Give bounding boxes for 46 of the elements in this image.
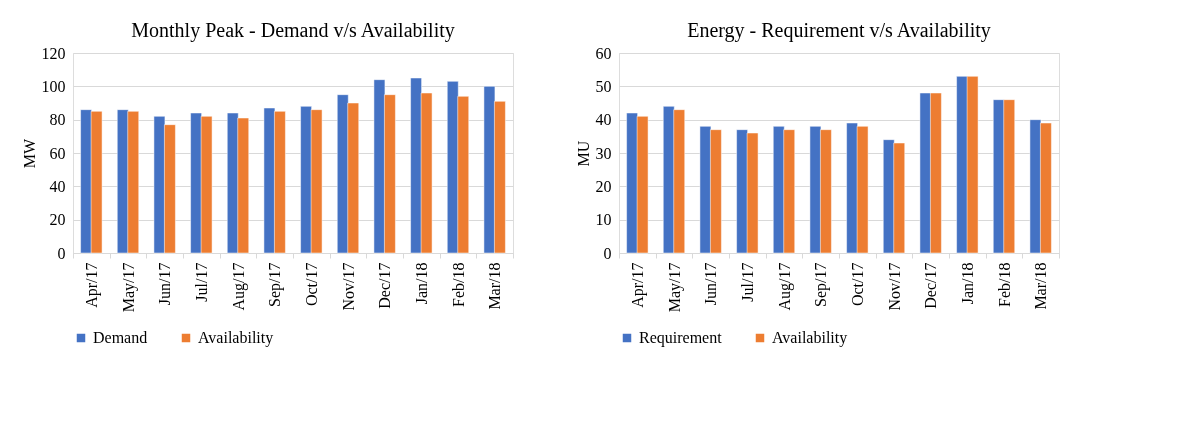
y-tick-label: 120: [41, 44, 66, 62]
x-tick-label: Jul/17: [192, 262, 210, 302]
legend-label: Requirement: [639, 329, 723, 347]
x-tick-label: Jun/17: [702, 262, 720, 306]
x-tick-label: Jul/17: [738, 262, 756, 302]
x-tick-label: Mar/18: [486, 262, 504, 310]
y-tick-label: 60: [595, 44, 612, 62]
x-tick-label: Apr/17: [628, 262, 647, 308]
y-tick-label: 10: [595, 211, 612, 229]
x-tick-label: Dec/17: [922, 262, 940, 309]
x-tick-label: Dec/17: [376, 262, 394, 309]
legend-label: Availability: [198, 329, 274, 347]
x-tick-label: Apr/17: [82, 262, 101, 308]
chart-title: Monthly Peak - Demand v/s Availability: [131, 19, 455, 42]
x-tick-label: Nov/17: [885, 262, 903, 311]
x-tick-label: Feb/18: [449, 262, 467, 307]
x-tick-label: Feb/18: [995, 262, 1013, 307]
x-tick-label: May/17: [119, 262, 138, 313]
x-tick-label: Jan/18: [958, 262, 976, 305]
legend-label: Demand: [93, 329, 148, 346]
x-tick-label: Sep/17: [266, 262, 285, 307]
x-tick-label: Sep/17: [812, 262, 831, 307]
y-tick-label: 0: [603, 244, 612, 262]
y-tick-label: 80: [49, 111, 66, 129]
y-tick-label: 100: [41, 77, 66, 95]
x-tick-label: Jan/18: [412, 262, 430, 305]
y-axis-title: MU: [574, 140, 592, 167]
x-tick-label: Jun/17: [156, 262, 174, 306]
x-tick-label: Aug/17: [775, 262, 794, 311]
x-tick-label: Aug/17: [229, 262, 248, 311]
x-tick-label: Mar/18: [1032, 262, 1050, 310]
x-tick-label: May/17: [665, 262, 684, 313]
legend-label: Availability: [772, 329, 848, 347]
y-tick-label: 40: [49, 177, 66, 195]
y-tick-label: 0: [57, 244, 66, 262]
y-tick-label: 40: [595, 111, 612, 129]
y-axis-title: MW: [20, 137, 38, 169]
y-tick-label: 30: [595, 144, 612, 162]
x-tick-label: Nov/17: [339, 262, 357, 311]
y-tick-label: 20: [49, 211, 66, 229]
y-tick-label: 60: [49, 144, 66, 162]
x-tick-label: Oct/17: [302, 262, 320, 307]
x-tick-label: Oct/17: [848, 262, 866, 307]
chart-title: Energy - Requirement v/s Availability: [687, 19, 991, 42]
y-tick-label: 20: [595, 177, 612, 195]
y-tick-label: 50: [595, 77, 612, 95]
